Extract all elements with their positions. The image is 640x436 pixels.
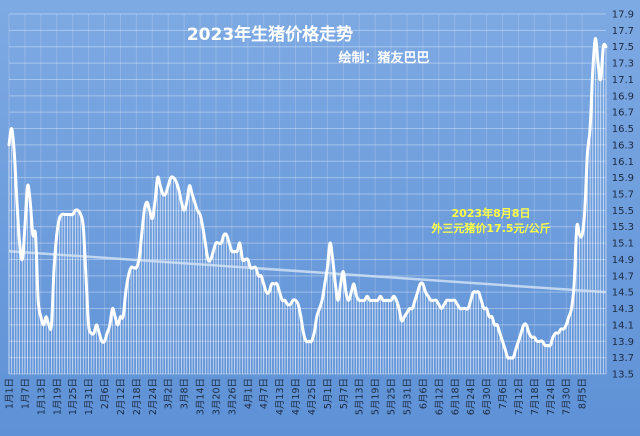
y-tick-label: 17.1 xyxy=(612,75,634,86)
y-tick-label: 15.5 xyxy=(612,206,634,217)
y-tick-label: 17.9 xyxy=(612,10,634,21)
y-tick-label: 14.9 xyxy=(612,255,634,266)
y-axis: 13.5 13.7 13.9 14.1 14.3 14.5 14.7 14.9 15.1 15.3… xyxy=(612,10,634,381)
x-tick-label: 3月26日 xyxy=(227,378,238,415)
y-tick-label: 16.9 xyxy=(612,91,634,102)
x-tick-label: 3月14日 xyxy=(196,378,207,415)
x-tick-label: 5月1日 xyxy=(323,378,334,409)
x-tick-label: 4月1日 xyxy=(243,378,254,409)
x-tick-label: 4月13日 xyxy=(275,378,286,415)
x-tick-label: 6月24日 xyxy=(466,378,477,415)
y-tick-label: 13.9 xyxy=(612,337,634,348)
y-tick-label: 14.1 xyxy=(612,320,634,331)
y-tick-label: 14.7 xyxy=(612,271,634,282)
x-tick-label: 4月19日 xyxy=(291,378,302,415)
annotation-date: 2023年8月8日 xyxy=(452,206,531,220)
x-tick-label: 1月19日 xyxy=(52,378,63,415)
x-tick-label: 1月7日 xyxy=(20,378,31,409)
x-tick-label: 2月18日 xyxy=(132,378,143,415)
y-tick-label: 16.5 xyxy=(612,124,634,135)
x-tick-label: 4月25日 xyxy=(307,378,318,415)
y-tick-label: 16.7 xyxy=(612,108,634,119)
annotation-price: 外三元猪价17.5元/公斤 xyxy=(430,221,550,235)
x-tick-label: 7月18日 xyxy=(530,378,541,415)
chart-subtitle: 绘制：猪友巴巴 xyxy=(338,50,429,66)
y-tick-label: 14.5 xyxy=(612,288,634,299)
x-tick-label: 5月19日 xyxy=(371,378,382,415)
x-tick-label: 7月30日 xyxy=(562,378,573,415)
y-tick-label: 15.7 xyxy=(612,190,634,201)
x-tick-label: 3月2日 xyxy=(164,378,175,409)
x-tick-label: 1月31日 xyxy=(84,378,95,415)
x-tick-label: 6月18日 xyxy=(450,378,461,415)
x-tick-label: 2月12日 xyxy=(116,378,127,415)
y-tick-label: 17.3 xyxy=(612,59,634,70)
x-tick-label: 1月13日 xyxy=(36,378,47,415)
x-tick-label: 1月25日 xyxy=(68,378,79,415)
trend-line xyxy=(8,250,607,294)
x-tick-label: 6月6日 xyxy=(418,378,429,409)
series-fill-lines xyxy=(8,38,607,374)
x-tick-label: 6月30日 xyxy=(482,378,493,415)
x-tick-label: 5月7日 xyxy=(339,378,350,409)
x-axis: 1月1日 1月7日 1月13日 1月19日 1月25日 1月31日 2月6日 2月12日 2月1… xyxy=(5,378,589,415)
price-line xyxy=(7,37,608,360)
y-tick-label: 13.5 xyxy=(612,370,634,381)
x-tick-label: 6月12日 xyxy=(434,378,445,415)
y-tick-label: 17.7 xyxy=(612,26,634,37)
y-tick-label: 13.7 xyxy=(612,353,634,364)
x-tick-label: 4月7日 xyxy=(259,378,270,409)
x-tick-label: 8月5日 xyxy=(578,378,589,409)
y-tick-label: 17.5 xyxy=(612,42,634,53)
x-tick-label: 5月13日 xyxy=(355,378,366,415)
x-tick-label: 1月1日 xyxy=(5,378,16,409)
x-tick-label: 3月20日 xyxy=(211,378,222,415)
x-tick-label: 7月12日 xyxy=(514,378,525,415)
x-tick-label: 5月25日 xyxy=(387,378,398,415)
y-tick-label: 15.9 xyxy=(612,173,634,184)
y-tick-label: 14.3 xyxy=(612,304,634,315)
x-tick-label: 7月6日 xyxy=(498,378,509,409)
x-tick-label: 3月8日 xyxy=(180,378,191,409)
x-tick-label: 2月24日 xyxy=(148,378,159,415)
y-tick-label: 16.1 xyxy=(612,157,634,168)
y-tick-label: 15.1 xyxy=(612,239,634,250)
x-tick-label: 7月24日 xyxy=(546,378,557,415)
chart-title: 2023年生猪价格走势 xyxy=(187,24,353,45)
x-tick-label: 5月31日 xyxy=(403,378,414,415)
y-tick-label: 15.3 xyxy=(612,222,634,233)
y-tick-label: 16.3 xyxy=(612,140,634,151)
x-tick-label: 2月6日 xyxy=(100,378,111,409)
